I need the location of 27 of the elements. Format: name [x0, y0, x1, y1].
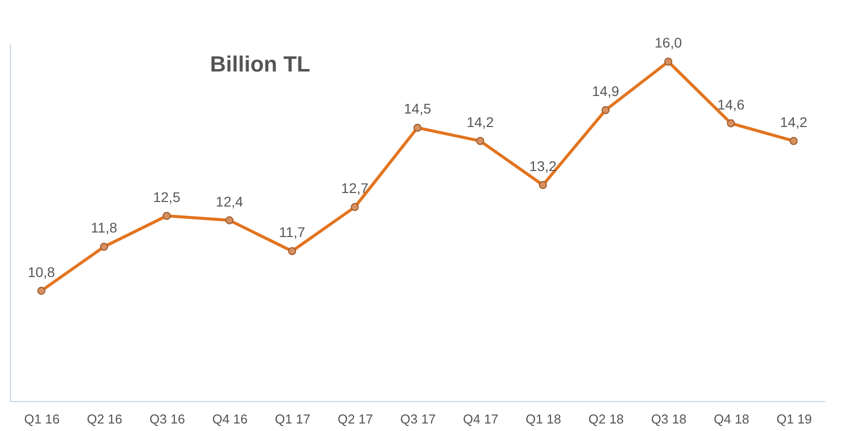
x-tick-label: Q2 16 [86, 412, 122, 426]
data-label: 14,5 [404, 100, 432, 117]
data-label: 14,2 [780, 114, 808, 130]
x-tick-label: Q3 16 [150, 412, 185, 426]
data-label: 14,6 [717, 96, 745, 112]
x-tick-label: Q1 18 [526, 412, 562, 426]
chart-title: Billion TL [210, 52, 310, 77]
x-tick-label: Q4 18 [714, 412, 750, 426]
data-label: 12,5 [153, 188, 181, 205]
x-tick-label: Q2 17 [338, 412, 374, 426]
x-tick-label: Q4 16 [212, 412, 248, 426]
data-label: 16,0 [654, 34, 682, 51]
x-tick-label: Q1 19 [776, 412, 812, 426]
data-label: 11,8 [90, 220, 118, 236]
data-label: 13,2 [529, 158, 557, 174]
data-label: 14,2 [466, 114, 494, 130]
x-tick-label: Q4 17 [462, 412, 498, 426]
x-tick-label: Q1 16 [24, 412, 60, 426]
data-label: 12,7 [341, 180, 369, 196]
x-tick-label: Q2 18 [588, 412, 624, 426]
data-label: 10,8 [28, 264, 56, 280]
x-tick-label: Q1 17 [274, 412, 310, 426]
data-label: 11,7 [279, 224, 306, 240]
x-tick-label: Q3 17 [400, 412, 436, 426]
x-tick-label: Q3 18 [651, 412, 686, 426]
data-label: 14,9 [592, 83, 620, 100]
data-label: 12,4 [216, 193, 244, 210]
